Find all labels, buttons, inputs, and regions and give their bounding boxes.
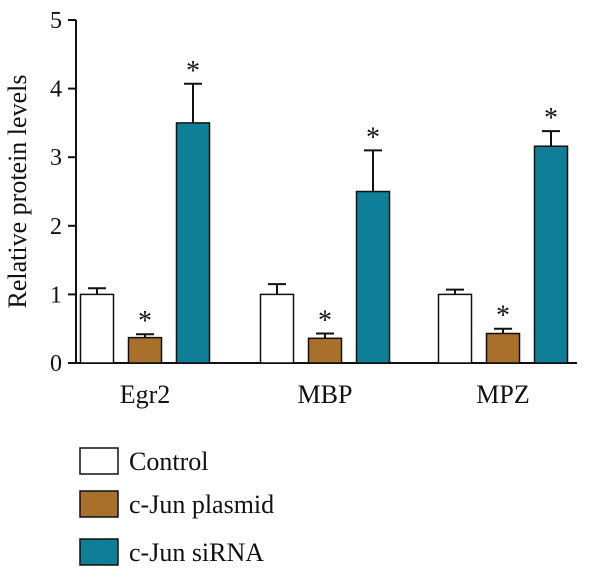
legend-label: c-Jun plasmid bbox=[129, 490, 274, 519]
significance-marker: * bbox=[186, 56, 200, 87]
significance-marker: * bbox=[544, 103, 558, 134]
legend-swatch bbox=[79, 447, 119, 475]
legend-label: c-Jun siRNA bbox=[129, 538, 264, 567]
x-category-label: Egr2 bbox=[120, 380, 171, 409]
legend: Control c-Jun plasmid c-Jun siRNA bbox=[79, 447, 274, 567]
y-axis-title: Relative protein levels bbox=[3, 75, 32, 309]
bar bbox=[437, 293, 473, 364]
legend-label: Control bbox=[129, 447, 208, 476]
bars: * * * * * * bbox=[79, 56, 569, 364]
significance-marker: * bbox=[318, 306, 332, 337]
bar bbox=[79, 293, 115, 364]
y-tick-label: 2 bbox=[50, 214, 62, 240]
x-category-label: MBP bbox=[298, 380, 353, 409]
significance-marker: * bbox=[496, 301, 510, 332]
bar bbox=[127, 336, 163, 364]
significance-marker: * bbox=[366, 122, 380, 153]
y-tick-label: 3 bbox=[50, 145, 62, 171]
y-tick-label: 0 bbox=[50, 351, 62, 377]
significance-marker: * bbox=[138, 306, 152, 337]
legend-swatch bbox=[79, 490, 119, 518]
legend-swatch bbox=[79, 538, 119, 566]
x-category-label: MPZ bbox=[476, 380, 529, 409]
bar bbox=[307, 337, 343, 364]
bar bbox=[259, 293, 295, 364]
bar bbox=[355, 190, 391, 364]
y-tick-label: 1 bbox=[50, 282, 62, 308]
bar bbox=[485, 332, 521, 364]
bar bbox=[533, 145, 569, 364]
axes: 0 1 2 3 4 5 Relative protein levels Egr2 MBP MPZ bbox=[3, 8, 577, 409]
bar bbox=[175, 122, 211, 364]
y-tick-label: 5 bbox=[50, 8, 62, 34]
y-tick-label: 4 bbox=[50, 77, 62, 103]
